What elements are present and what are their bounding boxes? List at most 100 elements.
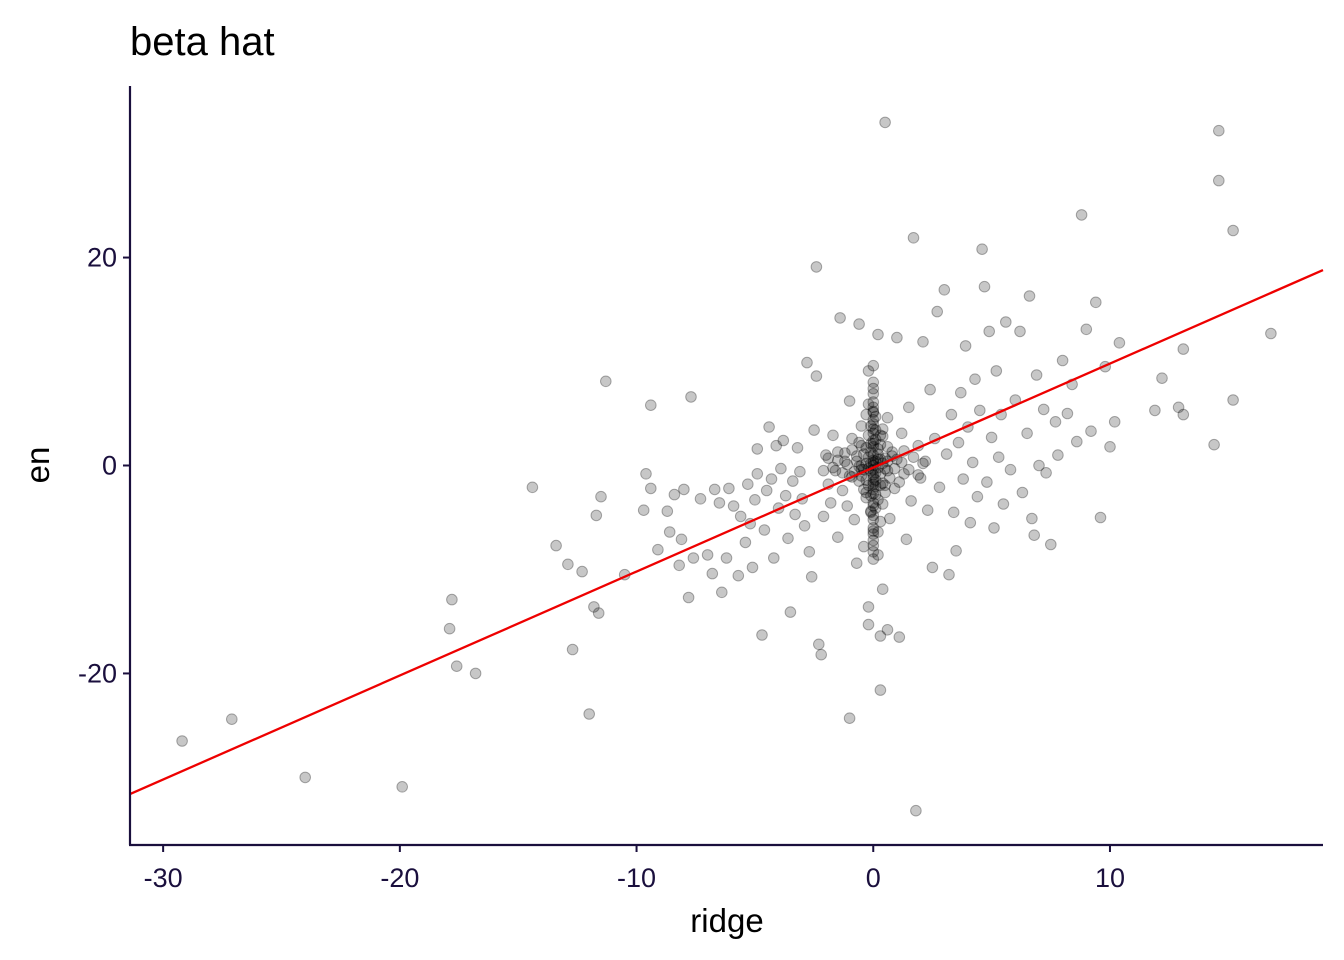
data-point — [855, 420, 868, 432]
data-point — [853, 460, 865, 473]
data-point — [1004, 463, 1017, 476]
data-point — [727, 500, 740, 512]
data-point — [720, 552, 733, 564]
data-point — [841, 458, 854, 471]
data-point — [888, 462, 901, 475]
data-point — [943, 568, 955, 581]
data-point — [848, 513, 861, 526]
data-point — [867, 401, 880, 414]
data-point — [860, 486, 873, 499]
data-point — [808, 424, 820, 436]
data-point — [751, 443, 764, 455]
data-point — [396, 781, 409, 793]
data-point — [903, 463, 915, 476]
data-point — [867, 539, 880, 552]
data-point — [815, 648, 828, 661]
data-point — [867, 406, 880, 419]
data-point — [983, 325, 996, 338]
data-point — [867, 405, 880, 418]
data-point — [706, 567, 719, 580]
data-point — [760, 484, 773, 497]
data-point — [1030, 369, 1043, 381]
data-point — [884, 472, 896, 484]
data-point — [903, 401, 915, 414]
data-point — [813, 638, 825, 651]
data-point — [919, 455, 932, 468]
data-point — [746, 561, 759, 574]
data-point — [867, 546, 880, 558]
data-point — [886, 446, 899, 458]
data-point — [867, 434, 880, 447]
data-point — [694, 493, 707, 505]
data-point — [820, 449, 832, 461]
data-point — [914, 472, 927, 484]
data-point — [872, 526, 884, 538]
data-point — [867, 509, 880, 522]
data-point — [862, 451, 875, 464]
data-point — [917, 336, 929, 348]
data-point — [869, 474, 882, 486]
data-point — [822, 452, 835, 465]
data-point — [881, 624, 894, 636]
data-point — [945, 408, 958, 421]
data-point — [756, 629, 768, 641]
data-point — [872, 448, 884, 460]
data-point — [940, 448, 953, 460]
data-point — [926, 561, 939, 574]
data-point — [907, 451, 920, 464]
data-point — [749, 494, 761, 506]
data-point — [742, 478, 754, 491]
data-point — [888, 482, 901, 495]
data-point — [803, 546, 816, 558]
data-point — [874, 468, 887, 480]
data-point — [862, 479, 875, 492]
data-point — [955, 386, 967, 399]
data-point — [867, 376, 880, 389]
data-point — [952, 436, 965, 449]
data-point — [867, 528, 880, 540]
data-point — [827, 429, 839, 442]
data-point — [763, 421, 775, 433]
y-axis-ticks: -20 0 20 — [78, 243, 130, 688]
data-point — [867, 382, 880, 395]
data-point — [810, 261, 823, 273]
data-point — [865, 505, 877, 518]
data-point — [874, 630, 887, 642]
data-point — [855, 439, 868, 452]
data-point — [817, 464, 830, 477]
data-point — [867, 525, 880, 537]
data-point — [867, 500, 880, 512]
data-point — [645, 399, 657, 412]
data-point — [446, 593, 458, 606]
data-point — [1000, 316, 1012, 328]
data-point — [827, 461, 839, 474]
data-point — [867, 359, 880, 372]
data-point — [867, 441, 880, 453]
data-point — [988, 522, 1000, 534]
data-point — [469, 667, 482, 680]
data-point — [981, 476, 993, 488]
data-point — [841, 500, 854, 512]
data-point — [1045, 538, 1057, 551]
data-point — [862, 618, 875, 631]
data-point — [924, 383, 936, 396]
data-point — [687, 552, 700, 564]
data-point — [867, 427, 880, 440]
data-point — [893, 631, 906, 643]
data-point — [450, 660, 463, 673]
data-point — [876, 423, 889, 435]
data-point — [777, 434, 790, 447]
data-point — [879, 116, 891, 129]
data-point — [867, 396, 880, 408]
data-point — [1016, 486, 1029, 499]
data-point — [798, 520, 811, 532]
data-point — [836, 484, 849, 497]
data-point — [959, 340, 972, 352]
data-point — [1227, 394, 1239, 406]
y-tick-label: 0 — [102, 451, 117, 481]
data-point — [846, 444, 858, 456]
data-point — [817, 510, 830, 523]
data-point — [874, 429, 887, 442]
data-point — [685, 391, 697, 403]
data-point — [867, 478, 880, 491]
